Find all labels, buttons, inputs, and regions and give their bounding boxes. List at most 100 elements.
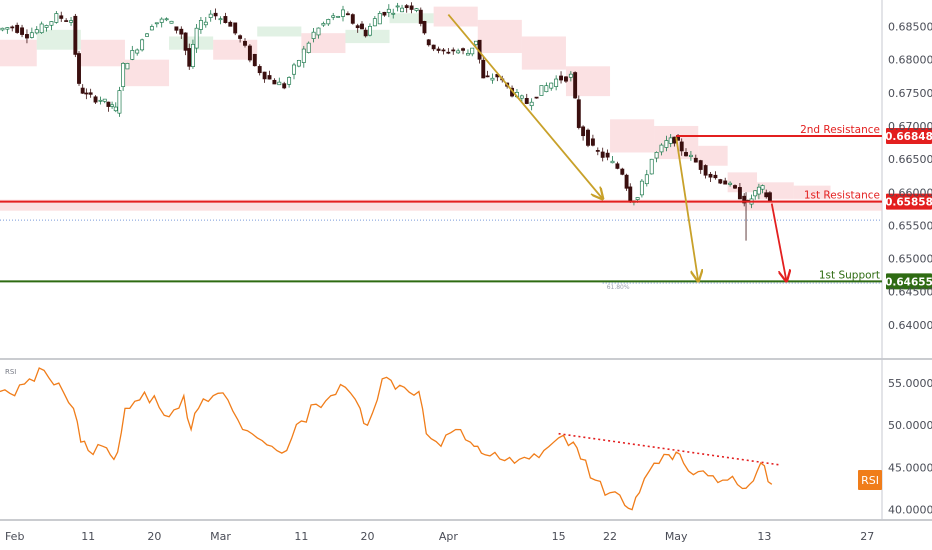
candle-body <box>213 12 218 17</box>
candle-body <box>668 137 673 144</box>
level-label: 2nd Resistance <box>800 124 880 136</box>
candle-body <box>756 186 761 195</box>
candle-body <box>708 173 713 178</box>
candle-body <box>723 180 728 185</box>
candle-body <box>341 9 345 17</box>
rsi-badge-text: RSI <box>861 474 879 487</box>
candle-body <box>649 158 654 175</box>
candle-body <box>568 73 573 78</box>
candle-body <box>382 11 387 16</box>
candle-body <box>409 5 414 10</box>
cloud-band <box>389 13 434 24</box>
candle-body <box>404 5 409 9</box>
candle-body <box>628 186 633 203</box>
candle-body <box>187 48 192 67</box>
price-tag <box>886 193 932 210</box>
time-tick-label: 11 <box>294 530 308 543</box>
price-tick-label: 0.66000 <box>888 186 932 199</box>
candle-body <box>0 27 5 31</box>
candle-body <box>664 140 669 148</box>
time-tick-label: Apr <box>439 530 459 543</box>
candle-body <box>252 53 257 67</box>
candle-body <box>703 165 708 176</box>
candle-body <box>688 154 693 157</box>
price-tick-label: 0.67000 <box>888 120 932 133</box>
cloud-band <box>793 185 831 199</box>
candle-body <box>581 126 586 137</box>
candle-body <box>595 150 600 152</box>
rsi-pane-label: RSI <box>5 368 16 376</box>
rsi-series-line <box>0 367 773 511</box>
candle-body <box>605 152 610 158</box>
candle-body <box>49 21 54 26</box>
candle-body <box>391 12 396 15</box>
candle-body <box>639 180 644 196</box>
time-tick-label: 13 <box>757 530 771 543</box>
candle-body <box>5 27 10 30</box>
candle-body <box>39 23 44 34</box>
candle-body <box>296 60 301 67</box>
candle-body <box>713 174 718 179</box>
candle-body <box>121 63 126 87</box>
candle-body <box>684 152 688 157</box>
price-tick-label: 0.68000 <box>888 54 932 67</box>
candle-body <box>549 82 554 89</box>
candle-body <box>69 20 73 23</box>
price-tick-label: 0.65000 <box>888 253 932 266</box>
candle-body <box>355 25 360 29</box>
cloud-band <box>345 29 390 44</box>
candle-body <box>451 49 456 52</box>
candle-body <box>257 66 262 74</box>
cloud-band <box>610 119 655 153</box>
rsi-tick-label: 55.0000 <box>888 377 932 390</box>
candle-body <box>436 48 441 51</box>
price-tag-text: 0.64655 <box>885 276 932 288</box>
fib-label: 61.80% <box>607 284 630 291</box>
rsi-tick-label: 45.0000 <box>888 461 932 474</box>
candle-body <box>29 32 34 38</box>
candle-body <box>590 138 595 146</box>
cloud-band <box>257 26 302 37</box>
candle-body <box>422 20 427 34</box>
candle-body <box>164 18 169 21</box>
candle-body <box>25 34 29 39</box>
candle-body <box>753 190 758 197</box>
candle-body <box>326 19 331 25</box>
candle-body <box>228 21 233 27</box>
candle-body <box>563 76 568 82</box>
candle-body <box>247 45 252 61</box>
candle-body <box>456 50 461 54</box>
candle-body <box>718 179 723 184</box>
resistance-zone <box>0 199 882 211</box>
candle-body <box>654 152 659 159</box>
candle-body <box>576 99 581 128</box>
candle-body <box>737 187 742 200</box>
price-tag <box>886 128 932 145</box>
candle-body <box>644 174 649 185</box>
candle-body <box>98 99 103 102</box>
candle-body <box>470 47 475 55</box>
candle-body <box>208 13 213 18</box>
candle-body <box>345 13 350 16</box>
candle-body <box>282 83 287 89</box>
cloud-band <box>477 19 522 54</box>
candle-body <box>539 85 544 96</box>
candle-body <box>77 53 81 84</box>
forecast-arrow <box>675 137 698 281</box>
candle-body <box>573 72 578 99</box>
cloud-band <box>565 66 611 97</box>
candle-body <box>203 21 208 26</box>
candle-body <box>441 49 446 52</box>
candle-body <box>233 22 238 34</box>
candle-body <box>635 197 640 200</box>
candle-body <box>34 29 39 34</box>
candle-body <box>764 192 769 198</box>
candle-body <box>586 129 590 146</box>
candle-body <box>44 25 49 28</box>
candle-body <box>461 48 466 51</box>
candle-body <box>693 157 698 163</box>
price-tick-label: 0.65500 <box>888 219 932 232</box>
candle-body <box>624 174 629 189</box>
candle-body <box>218 18 223 21</box>
